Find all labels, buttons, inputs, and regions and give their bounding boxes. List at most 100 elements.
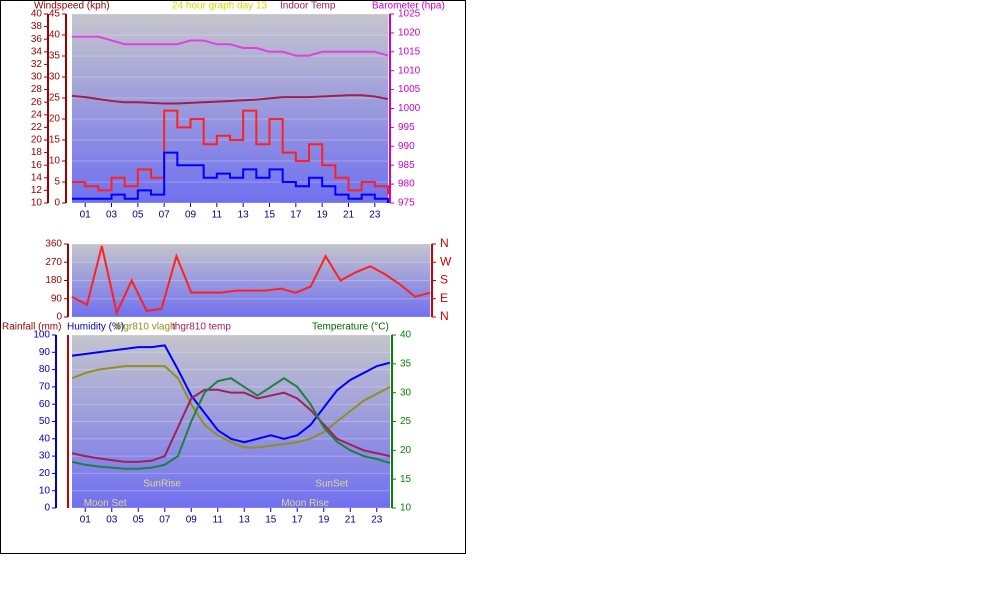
x-tick-label: 21 — [343, 210, 355, 221]
series-line — [71, 377, 391, 470]
x-tick-label: 01 — [80, 210, 92, 221]
tick-label: 40 — [49, 30, 61, 41]
y2label: Temperature (°C) — [312, 322, 389, 333]
tick-label: 40 — [400, 330, 412, 341]
tick-label: 14 — [31, 172, 43, 183]
tick-label: 360 — [45, 239, 62, 250]
x-tick-label: 19 — [317, 210, 329, 221]
x-tick-label: 03 — [106, 210, 118, 221]
tick-label: 40 — [39, 433, 51, 444]
tick-label: 1025 — [398, 9, 421, 20]
tick-label: 80 — [39, 364, 51, 375]
series-line — [72, 151, 389, 203]
legend-entry: thgr810 temp — [172, 322, 231, 333]
series-line — [72, 109, 389, 195]
tick-label: 20 — [39, 468, 51, 479]
tick-label: 90 — [51, 293, 63, 304]
x-tick-label: 19 — [318, 515, 330, 526]
tick-label: 1015 — [398, 46, 421, 57]
tick-label: 0 — [56, 312, 62, 323]
x-tick-label: 05 — [133, 515, 145, 526]
x-tick-label: 07 — [159, 210, 171, 221]
tick-label: 22 — [31, 122, 43, 133]
annotation: Moon Rise — [281, 498, 329, 509]
tick-label: 10 — [39, 485, 51, 496]
legend-entry: Indoor Temp — [280, 1, 336, 12]
x-tick-label: 23 — [369, 210, 381, 221]
tick-label: 25 — [49, 93, 61, 104]
x-tick-label: 17 — [292, 515, 304, 526]
tick-label: 20 — [31, 135, 43, 146]
tick-label: 35 — [49, 51, 61, 62]
tick-label: 30 — [31, 72, 43, 83]
tick-label: N — [440, 309, 449, 323]
tick-label: 270 — [45, 257, 62, 268]
tick-label: 18 — [31, 147, 43, 158]
tick-label: 15 — [400, 474, 412, 485]
tick-label: 60 — [39, 399, 51, 410]
annotation: SunSet — [315, 479, 348, 490]
tick-label: 35 — [400, 358, 412, 369]
tick-label: 12 — [31, 185, 43, 196]
tick-label: 990 — [398, 141, 415, 152]
tick-label: 90 — [39, 347, 51, 358]
tick-label: 180 — [45, 275, 62, 286]
tick-label: 0 — [54, 198, 60, 209]
tick-label: 28 — [31, 84, 43, 95]
tick-label: 1020 — [398, 28, 421, 39]
rainfall-label: Rainfall (mm) — [2, 322, 61, 333]
tick-label: 36 — [31, 34, 43, 45]
tick-label: 70 — [39, 382, 51, 393]
tick-label: 1010 — [398, 65, 421, 76]
tick-label: 50 — [39, 416, 51, 427]
tick-label: 40 — [31, 9, 43, 20]
series-line — [71, 388, 391, 463]
series-line — [71, 365, 391, 449]
tick-label: 38 — [31, 21, 43, 32]
tick-label: 34 — [31, 46, 43, 57]
series-line — [71, 344, 391, 444]
tick-label: E — [440, 291, 448, 305]
tick-label: 25 — [400, 416, 412, 427]
x-tick-label: 23 — [371, 515, 383, 526]
title: 24 hour graph day 13 — [172, 1, 268, 12]
tick-label: 0 — [44, 503, 50, 514]
tick-label: 26 — [31, 97, 43, 108]
x-tick-label: 01 — [80, 515, 92, 526]
series-line — [71, 94, 389, 105]
ylabel: Humidity (%) — [67, 322, 124, 333]
tick-label: 30 — [49, 72, 61, 83]
tick-label: 20 — [400, 445, 412, 456]
tick-label: 10 — [49, 156, 61, 167]
ylabel: Windspeed (kph) — [34, 1, 110, 12]
x-tick-label: 11 — [213, 515, 224, 526]
tick-label: 15 — [49, 135, 61, 146]
x-tick-label: 11 — [212, 210, 223, 221]
series-line — [71, 245, 431, 317]
tick-label: 16 — [31, 160, 43, 171]
tick-label: 1005 — [398, 84, 421, 95]
x-tick-label: 03 — [106, 515, 118, 526]
tick-label: 100 — [33, 330, 50, 341]
x-tick-label: 15 — [264, 210, 276, 221]
x-tick-label: 15 — [265, 515, 277, 526]
annotation: SunRise — [143, 479, 181, 490]
tick-label: 995 — [398, 122, 415, 133]
tick-label: 45 — [49, 9, 61, 20]
tick-label: 20 — [49, 114, 61, 125]
tick-label: 32 — [31, 59, 43, 70]
x-tick-label: 13 — [238, 210, 250, 221]
tick-label: 1000 — [398, 103, 421, 114]
x-tick-label: 09 — [185, 210, 197, 221]
tick-label: N — [440, 236, 449, 250]
x-tick-label: 05 — [132, 210, 144, 221]
tick-label: 985 — [398, 160, 415, 171]
series-line — [72, 35, 389, 57]
tick-label: 5 — [54, 177, 60, 188]
tick-label: 30 — [400, 387, 412, 398]
tick-label: W — [440, 254, 452, 268]
x-tick-label: 09 — [186, 515, 198, 526]
x-tick-label: 13 — [239, 515, 251, 526]
legend-entry: thgr810 vlagh — [115, 322, 176, 333]
